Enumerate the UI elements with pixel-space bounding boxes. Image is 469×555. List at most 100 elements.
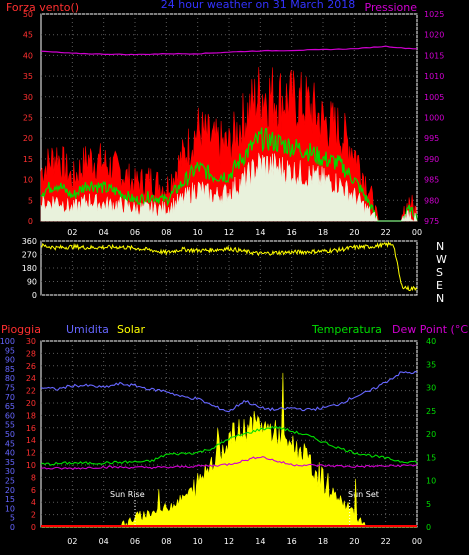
- direction-y-tick: 90: [27, 278, 37, 287]
- x-tick-label: 10: [193, 228, 203, 237]
- wind-y-tick: 10: [23, 176, 33, 185]
- pressure-y-tick: 1010: [424, 72, 444, 81]
- humidity-axis-title: Umidita: [66, 323, 109, 336]
- rain-y-tick: 26: [26, 362, 36, 371]
- temperature-y-tick: 10: [426, 477, 436, 486]
- solar-axis-title: Solar: [117, 323, 146, 336]
- pressure-y-tick: 1005: [424, 93, 444, 102]
- wind-y-tick: 25: [23, 114, 33, 123]
- humidity-y-tick: 95: [5, 346, 15, 355]
- x-tick-label: 04: [99, 228, 109, 237]
- pressure-y-tick: 990: [424, 155, 439, 164]
- humidity-y-tick: 75: [5, 384, 15, 393]
- rain-y-tick: 18: [26, 411, 36, 420]
- rain-y-tick: 28: [26, 349, 36, 358]
- sunrise-label: Sun Rise: [110, 490, 145, 499]
- pressure-y-tick: 975: [424, 217, 439, 226]
- rain-y-tick: 16: [26, 424, 36, 433]
- x-tick-label: 12: [224, 228, 234, 237]
- wind-min-series: [40, 152, 418, 222]
- humidity-y-tick: 90: [5, 356, 15, 365]
- x-tick-label: 08: [161, 537, 171, 546]
- rain-y-tick: 0: [31, 523, 36, 532]
- x-tick-label: 22: [381, 228, 391, 237]
- wind-y-tick: 20: [23, 134, 33, 143]
- humidity-y-tick: 100: [0, 337, 15, 346]
- rain-y-tick: 14: [26, 436, 36, 445]
- pressure-axis-title: Pressione: [365, 1, 418, 14]
- humidity-y-tick: 50: [5, 430, 15, 439]
- rain-y-tick: 4: [31, 498, 36, 507]
- compass-label-4: E: [436, 279, 443, 292]
- wind-y-tick: 5: [28, 196, 33, 205]
- rain-y-tick: 24: [26, 374, 36, 383]
- x-tick-label: 00: [412, 537, 422, 546]
- wind-axis-title: Forza vento(): [6, 1, 79, 14]
- humidity-y-tick: 25: [5, 477, 15, 486]
- humidity-y-tick: 35: [5, 458, 15, 467]
- x-tick-label: 18: [318, 228, 328, 237]
- x-tick-label: 16: [287, 228, 297, 237]
- temperature-y-tick: 5: [426, 500, 431, 509]
- humidity-y-tick: 80: [5, 374, 15, 383]
- humidity-y-tick: 10: [5, 504, 15, 513]
- x-tick-label: 06: [130, 537, 140, 546]
- compass-label-3: S: [436, 266, 443, 279]
- direction-y-tick: 270: [22, 251, 37, 260]
- pressure-series: [40, 45, 417, 56]
- x-tick-label: 22: [381, 537, 391, 546]
- pressure-y-tick: 1020: [424, 31, 444, 40]
- wind-y-tick: 45: [23, 31, 33, 40]
- temperature-y-tick: 0: [426, 523, 431, 532]
- rain-y-tick: 20: [26, 399, 36, 408]
- temperature-y-tick: 20: [426, 430, 436, 439]
- pressure-y-tick: 1000: [424, 114, 444, 123]
- direction-y-tick: 180: [22, 264, 37, 273]
- humidity-y-tick: 0: [10, 523, 15, 532]
- humidity-y-tick: 40: [5, 449, 15, 458]
- temperature-series: [40, 425, 418, 466]
- temperature-y-tick: 40: [426, 337, 436, 346]
- humidity-y-tick: 85: [5, 365, 15, 374]
- rain-y-tick: 22: [26, 387, 36, 396]
- temperature-axis-title: Temperatura: [311, 323, 382, 336]
- humidity-y-tick: 45: [5, 439, 15, 448]
- x-tick-label: 08: [161, 228, 171, 237]
- chart-title: 24 hour weather on 31 March 2018: [161, 0, 355, 11]
- rain-y-tick: 2: [31, 511, 36, 520]
- x-tick-label: 02: [67, 537, 77, 546]
- x-tick-label: 16: [287, 537, 297, 546]
- temperature-y-tick: 15: [426, 453, 436, 462]
- x-tick-label: 14: [255, 537, 265, 546]
- humidity-y-tick: 55: [5, 421, 15, 430]
- wind-y-tick: 35: [23, 72, 33, 81]
- dewpoint-series: [40, 456, 417, 471]
- rain-y-tick: 10: [26, 461, 36, 470]
- x-tick-label: 14: [255, 228, 265, 237]
- pressure-y-tick: 980: [424, 196, 439, 205]
- temperature-y-tick: 30: [426, 384, 436, 393]
- humidity-y-tick: 15: [5, 495, 15, 504]
- x-tick-label: 12: [224, 537, 234, 546]
- humidity-y-tick: 70: [5, 393, 15, 402]
- x-tick-label: 04: [99, 537, 109, 546]
- humidity-y-tick: 30: [5, 467, 15, 476]
- wind-y-tick: 30: [23, 93, 33, 102]
- humidity-y-tick: 5: [10, 514, 15, 523]
- wind-y-tick: 40: [23, 51, 33, 60]
- wind-y-tick: 50: [23, 10, 33, 19]
- rain-y-tick: 12: [26, 449, 36, 458]
- x-tick-label: 02: [67, 228, 77, 237]
- pressure-y-tick: 985: [424, 176, 439, 185]
- x-tick-label: 00: [412, 228, 422, 237]
- temperature-y-tick: 25: [426, 407, 436, 416]
- pressure-y-tick: 1025: [424, 10, 444, 19]
- wind-y-tick: 15: [23, 155, 33, 164]
- dewpoint-axis-title: Dew Point (°C): [392, 323, 469, 336]
- humidity-series: [40, 370, 418, 413]
- rain-y-tick: 6: [31, 486, 36, 495]
- rain-y-tick: 30: [26, 337, 36, 346]
- x-tick-label: 10: [193, 537, 203, 546]
- pressure-y-tick: 995: [424, 134, 439, 143]
